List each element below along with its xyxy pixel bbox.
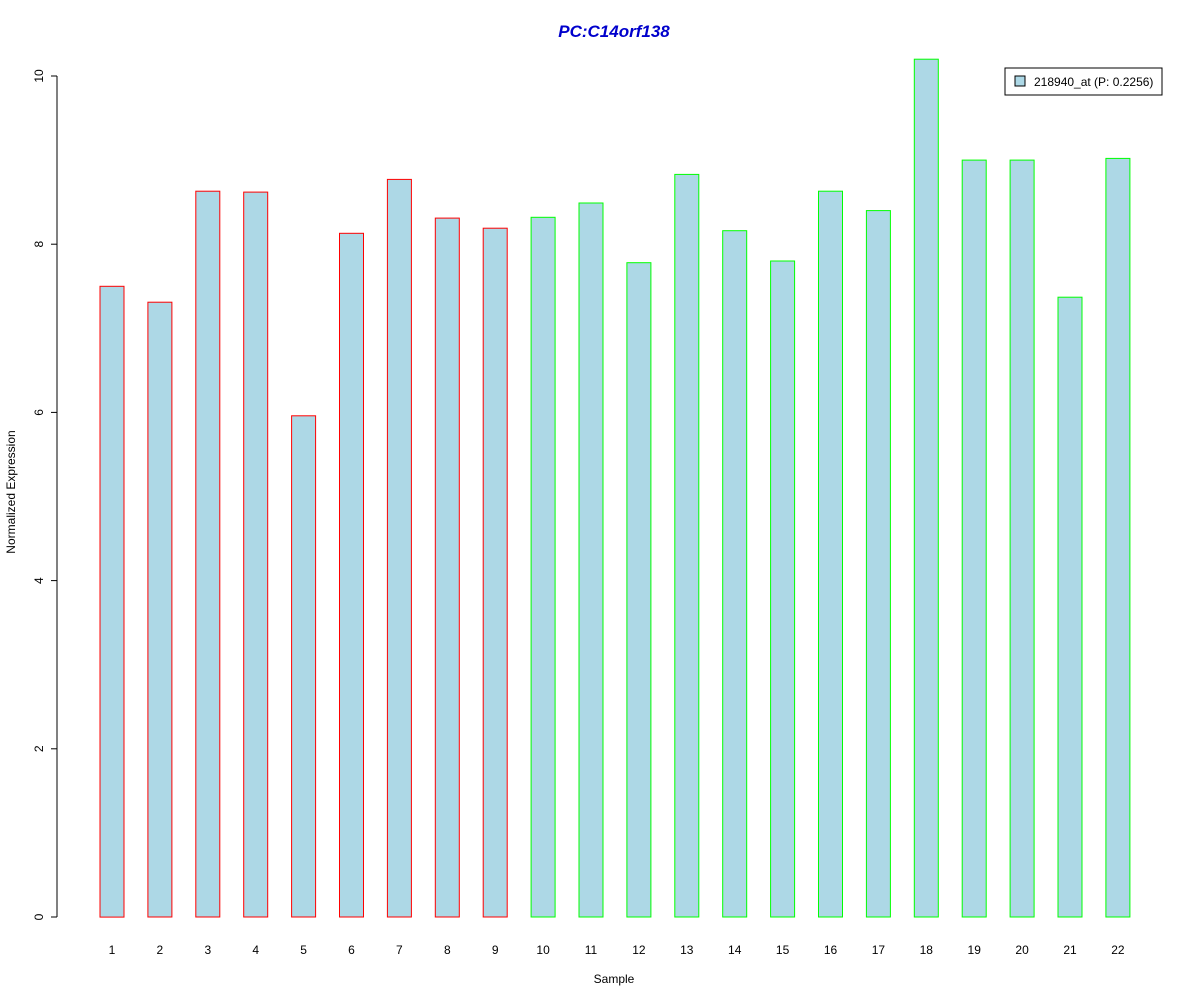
bar (195, 190, 221, 918)
bar (386, 178, 412, 918)
bar (818, 190, 843, 918)
legend-box (1004, 67, 1163, 96)
y-tick-label: 2 (32, 745, 46, 752)
bar (770, 260, 796, 918)
bar (147, 301, 173, 918)
x-tick-label: 11 (585, 943, 598, 957)
x-tick-label: 10 (536, 943, 550, 957)
x-tick-label: 15 (776, 943, 790, 957)
bar (1105, 157, 1131, 918)
x-tick-label: 21 (1063, 943, 1077, 957)
bar (913, 58, 939, 918)
x-tick-label: 6 (348, 943, 355, 957)
x-tick-labels: 1 2 3 4 5 6 7 8 9 10 11 12 13 14 15 16 17 18 19 20 21 22 (109, 943, 1125, 957)
x-tick-label: 4 (252, 943, 259, 957)
legend-swatch (1014, 75, 1026, 87)
bar (626, 262, 652, 918)
y-axis-title: Normalized Expression (4, 430, 18, 553)
y-tick-label: 10 (32, 69, 46, 83)
x-tick-label: 2 (157, 943, 164, 957)
bar (1057, 296, 1083, 918)
x-tick-label: 3 (204, 943, 211, 957)
x-tick-label: 1 (109, 943, 116, 957)
y-tick-label: 4 (32, 577, 46, 584)
x-tick-label: 7 (396, 943, 403, 957)
bar (482, 227, 508, 918)
x-tick-label: 20 (1015, 943, 1029, 957)
bar (1009, 159, 1035, 918)
y-tick-label: 8 (32, 241, 46, 248)
bar (530, 216, 556, 918)
bar (99, 285, 125, 918)
bar (291, 415, 317, 918)
x-tick-label: 16 (824, 943, 838, 957)
chart-title: PC:C14orf138 (558, 22, 670, 41)
bar (865, 210, 891, 918)
bar (578, 202, 604, 918)
x-tick-label: 8 (444, 943, 451, 957)
x-tick-label: 18 (920, 943, 934, 957)
bar (722, 230, 748, 918)
legend-label: 218940_at (P: 0.2256) (1034, 75, 1153, 89)
bar (961, 159, 987, 918)
x-axis-title: Sample (594, 972, 635, 986)
x-tick-label: 13 (680, 943, 694, 957)
x-tick-label: 19 (968, 943, 982, 957)
x-tick-label: 5 (300, 943, 307, 957)
x-tick-label: 22 (1111, 943, 1125, 957)
bar (339, 232, 364, 918)
legend: 218940_at (P: 0.2256) (1004, 67, 1163, 96)
bar (243, 191, 269, 918)
bar (674, 173, 700, 918)
y-tick-label: 0 (32, 913, 46, 920)
x-tick-label: 14 (728, 943, 742, 957)
x-tick-label: 9 (492, 943, 499, 957)
x-tick-label: 17 (872, 943, 886, 957)
x-tick-label: 12 (632, 943, 646, 957)
bar (434, 217, 460, 918)
y-axis: 0 2 4 6 8 10 (32, 69, 58, 920)
y-tick-label: 6 (32, 409, 46, 416)
bars (99, 58, 1131, 918)
